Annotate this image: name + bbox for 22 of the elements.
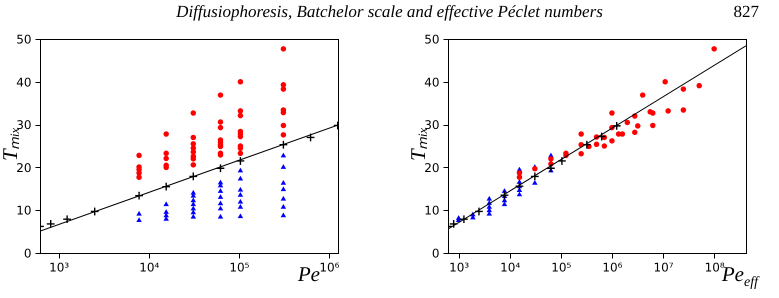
x-tick-label: 10⁶ [602,260,623,274]
text: Diffusiophoresis, Batchelor scale and effective Péclet numbers [176,2,603,22]
x-tick-label: 10³ [449,260,470,274]
x-tick-label: 10⁷ [653,260,674,274]
y-tick-label: 20 [424,160,440,175]
x-tick-label: 10⁶ [319,260,340,274]
x-axis-title: Pe [298,262,320,287]
x-tick-label: 10⁵ [551,260,572,274]
x-tick-label: 10³ [49,260,70,274]
y-tick-label: 50 [424,32,440,46]
x-tick-label: 10⁵ [229,260,250,274]
x-tick-label: 10⁴ [500,260,520,274]
y-tick-label: 0 [432,246,440,260]
y-tick-label: 10 [16,204,32,218]
y-tick-label: 10 [424,204,440,218]
y-tick-label: 20 [16,160,32,175]
y-tick-label: 40 [16,75,32,90]
y-tick-label: 40 [424,75,440,90]
y-tick-label: 50 [16,32,32,46]
text: 827 [734,2,759,22]
y-tick-label: 0 [24,246,32,260]
x-tick-label: 10⁴ [139,260,160,274]
